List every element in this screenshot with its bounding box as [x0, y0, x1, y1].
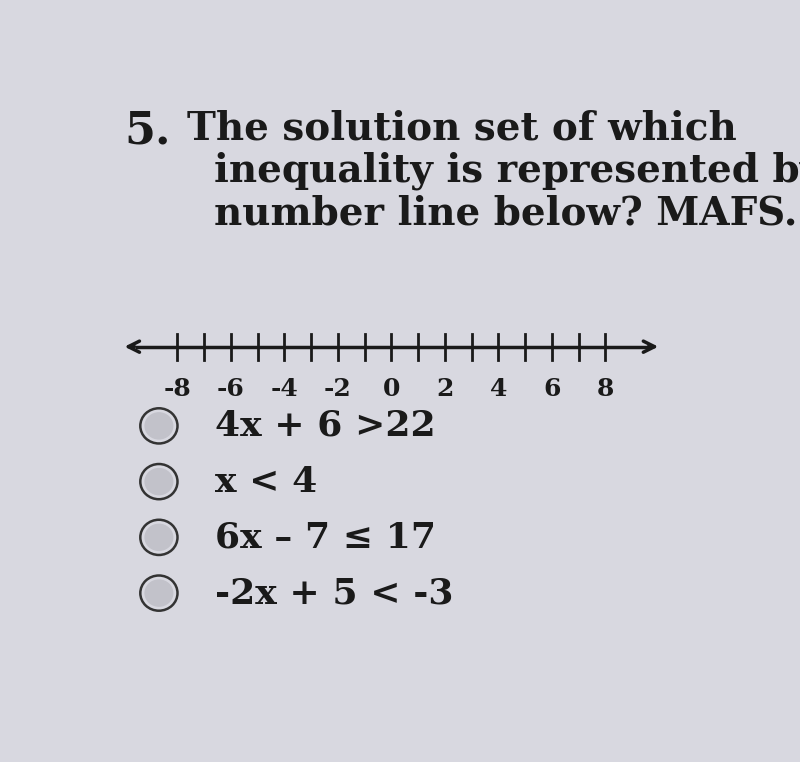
Circle shape	[144, 523, 174, 551]
Text: -2x + 5 < -3: -2x + 5 < -3	[214, 576, 453, 610]
Circle shape	[144, 468, 174, 495]
Text: 2: 2	[436, 377, 454, 401]
Text: -8: -8	[163, 377, 191, 401]
Text: inequality is represented by the: inequality is represented by the	[187, 152, 800, 190]
Circle shape	[144, 412, 174, 440]
Text: 4x + 6 >22: 4x + 6 >22	[214, 409, 435, 443]
Text: number line below? MAFS.7.EE.2.4: number line below? MAFS.7.EE.2.4	[187, 195, 800, 232]
Text: -4: -4	[270, 377, 298, 401]
Text: x < 4: x < 4	[214, 465, 317, 498]
Text: 6x – 7 ≤ 17: 6x – 7 ≤ 17	[214, 520, 436, 555]
Text: 6: 6	[543, 377, 561, 401]
Circle shape	[144, 579, 174, 607]
Text: 4: 4	[490, 377, 507, 401]
Text: -6: -6	[217, 377, 245, 401]
Text: 5.: 5.	[125, 109, 171, 152]
Text: 8: 8	[597, 377, 614, 401]
Text: -2: -2	[324, 377, 352, 401]
Text: The solution set of which: The solution set of which	[187, 109, 737, 147]
Text: 0: 0	[382, 377, 400, 401]
